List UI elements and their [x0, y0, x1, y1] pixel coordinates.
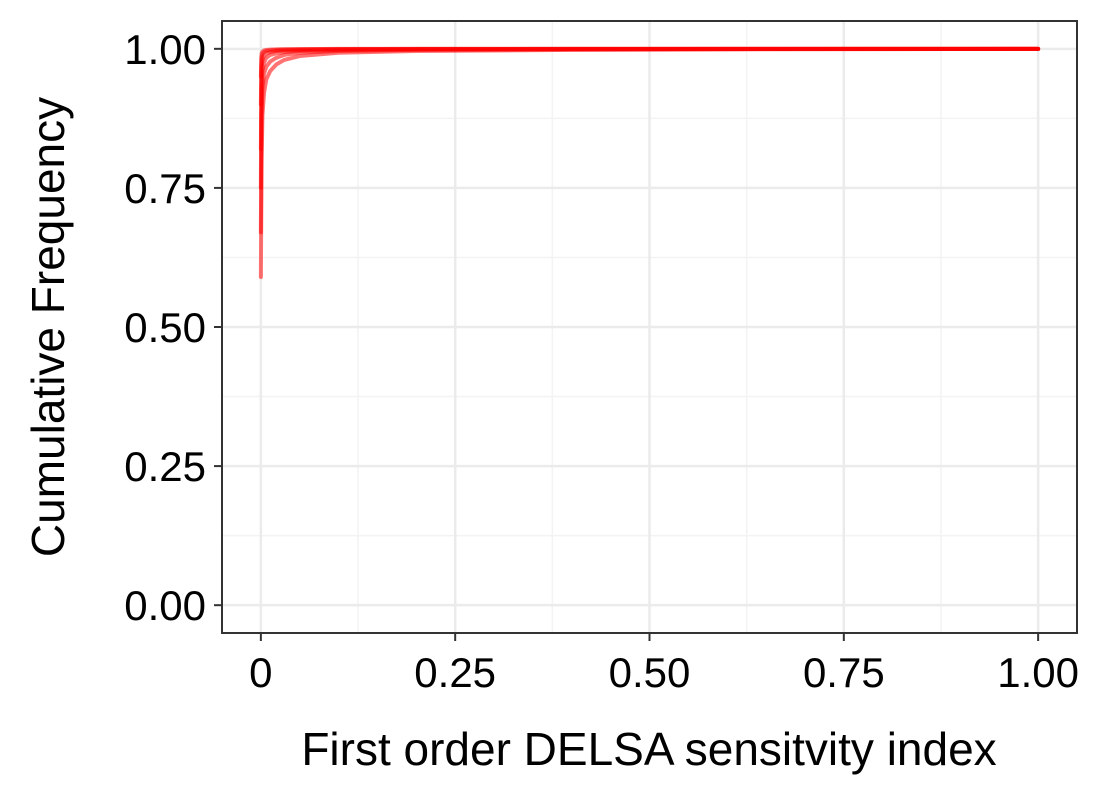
x-tick-label: 1.00 [997, 649, 1079, 696]
x-tick-label: 0.75 [803, 649, 885, 696]
series-lines [258, 46, 1041, 279]
x-axis-title: First order DELSA sensitvity index [301, 723, 996, 775]
x-axis-ticks: 0 0.25 0.50 0.75 1.00 [249, 633, 1079, 696]
y-tick-label: 1.00 [124, 26, 206, 73]
x-tick-label: 0 [249, 649, 272, 696]
x-tick-label: 0.50 [609, 649, 691, 696]
y-tick-label: 0.25 [124, 443, 206, 490]
y-tick-label: 0.00 [124, 582, 206, 629]
y-tick-label: 0.50 [124, 304, 206, 351]
y-axis-ticks: 0.00 0.25 0.50 0.75 1.00 [124, 26, 222, 629]
x-tick-label: 0.25 [414, 649, 496, 696]
y-axis-title: Cumulative Frequency [22, 97, 74, 557]
series-line-6 [258, 46, 1041, 79]
y-tick-label: 0.75 [124, 165, 206, 212]
